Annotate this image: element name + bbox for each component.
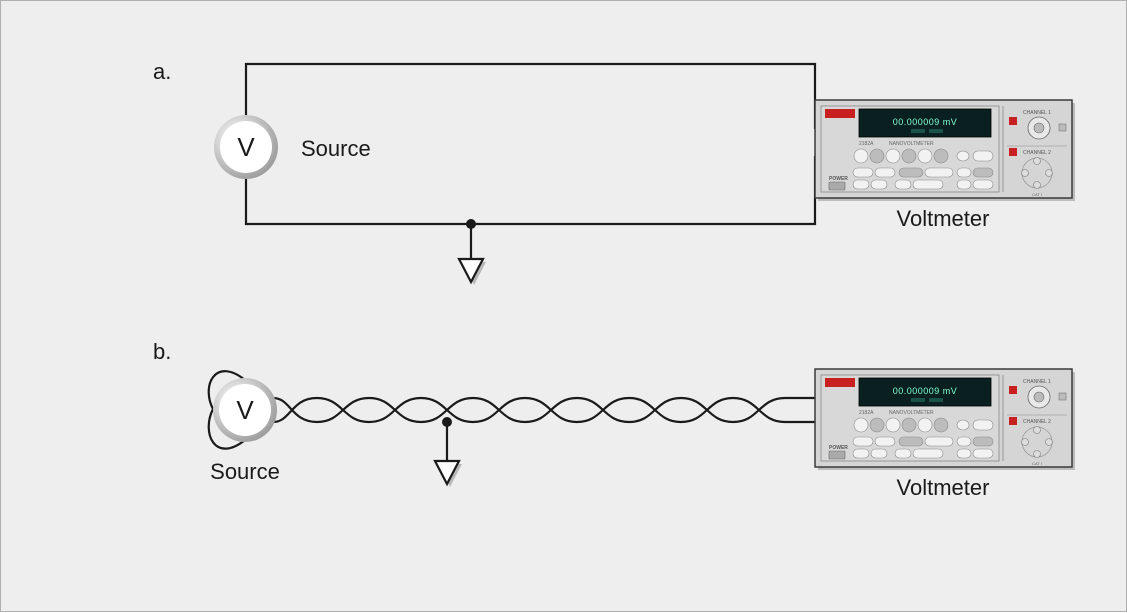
twisted-pair	[209, 371, 827, 461]
ground-a	[459, 259, 486, 285]
voltmeter-b	[815, 369, 1075, 470]
diagram-frame: 00.000009 mV 2182A NANOVOLTMETER	[0, 0, 1127, 612]
label-b: b.	[153, 339, 171, 364]
voltmeter-label-b: Voltmeter	[897, 475, 990, 500]
source-label-a: Source	[301, 136, 371, 161]
node-b	[442, 417, 452, 427]
source-circle-b	[213, 378, 277, 442]
diagram-a: a. Source Voltmeter	[153, 59, 1075, 285]
wires-a	[246, 64, 827, 259]
diagram-b: b. Source Voltmeter	[153, 339, 1075, 500]
label-a: a.	[153, 59, 171, 84]
source-circle-a	[214, 115, 278, 179]
source-label-b: Source	[210, 459, 280, 484]
voltmeter-a	[815, 100, 1075, 201]
node-a	[466, 219, 476, 229]
voltmeter-label-a: Voltmeter	[897, 206, 990, 231]
ground-b	[435, 461, 462, 487]
